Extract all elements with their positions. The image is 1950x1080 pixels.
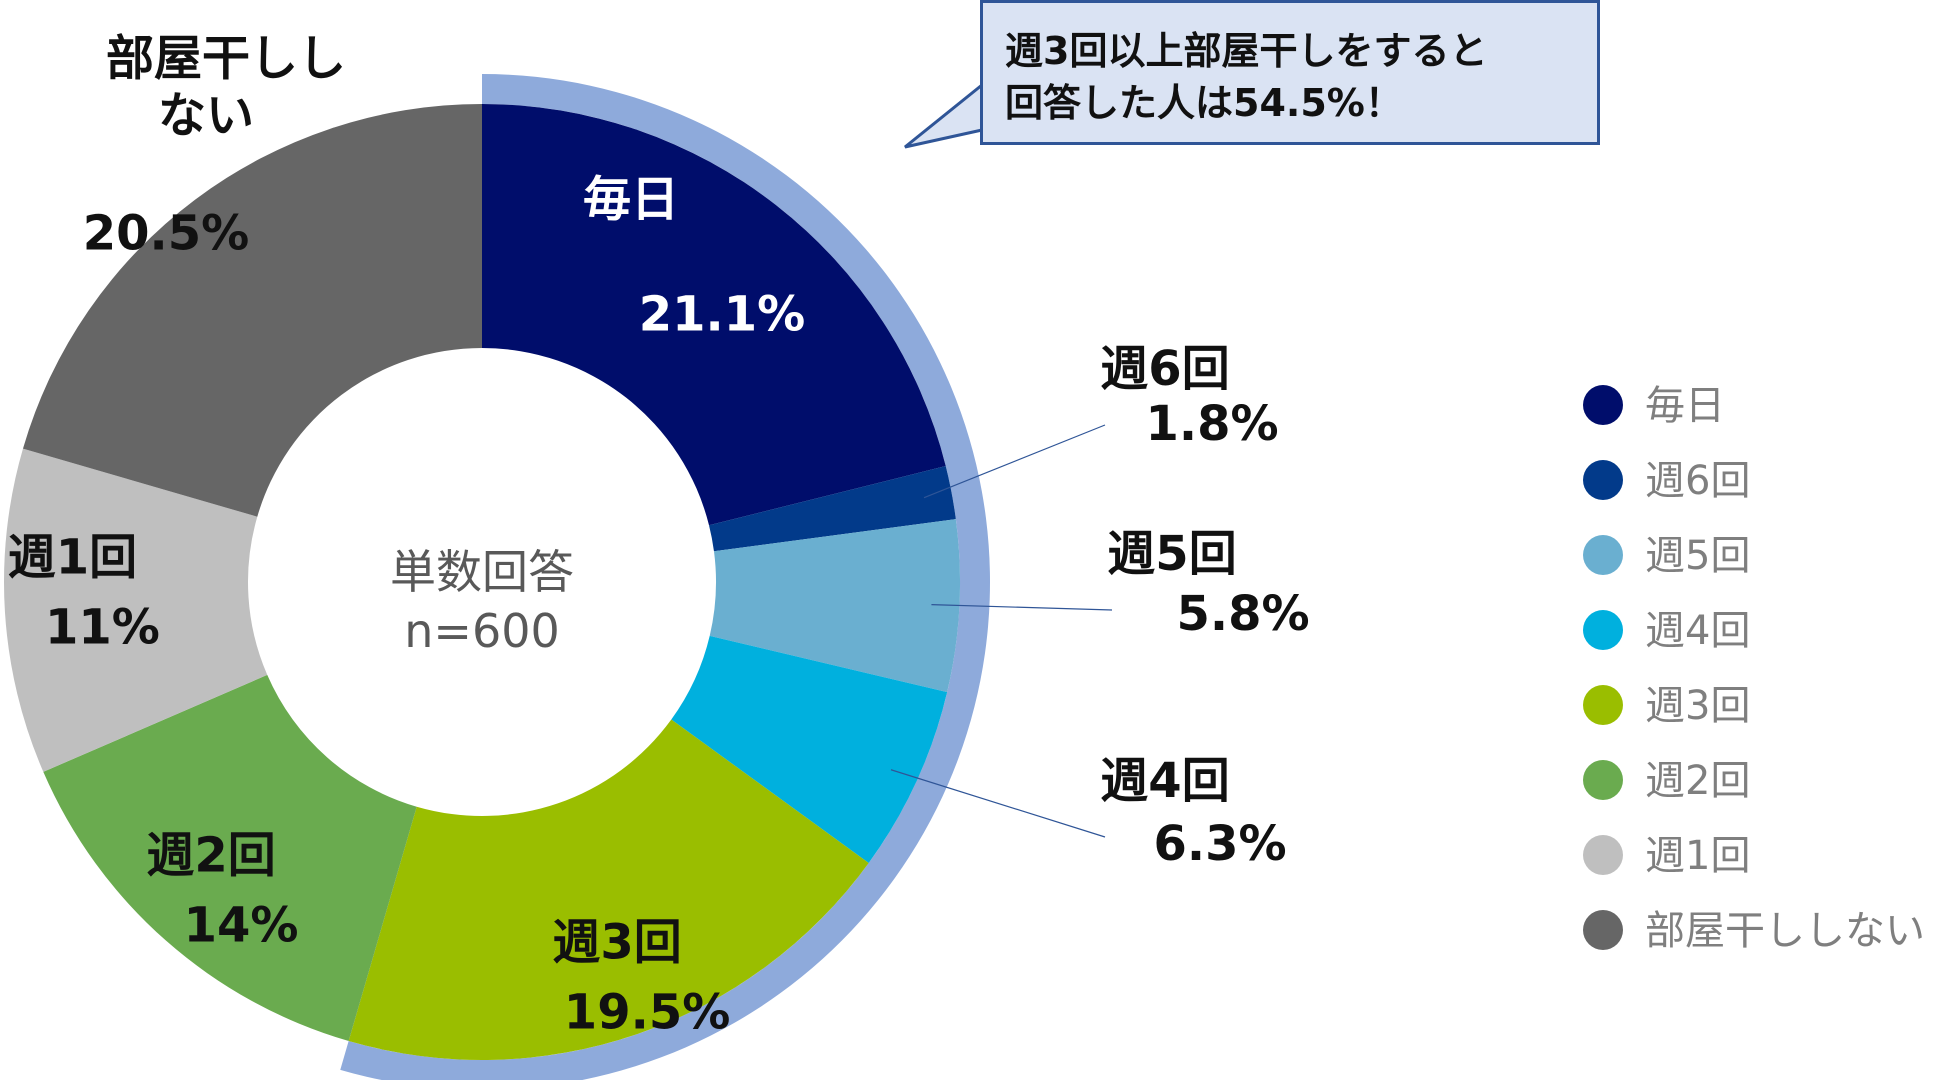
legend-label-週2回: 週2回 [1645,758,1750,804]
callout-box: 週3回以上部屋干しをすると 回答した人は54.5%！ [980,0,1600,145]
legend-marker-週3回 [1583,685,1623,725]
legend-label-週5回: 週5回 [1645,533,1750,579]
legend-marker-週4回 [1583,610,1623,650]
slice-value-label-部屋干ししない: 20.5% [83,205,250,261]
slices-layer [3,103,961,1061]
callout-line-1: 週3回以上部屋干しをすると [1005,29,1488,73]
center-label: 単数回答 n=600 [390,545,574,658]
slice-value-label-週2回: 14% [184,897,299,953]
slice-name-label-毎日: 毎日 [583,172,679,228]
legend-label-週6回: 週6回 [1645,458,1750,504]
leader-line-週6回 [923,424,1106,499]
slice-name-label-週5回: 週5回 [1107,526,1236,582]
slice-部屋干ししない [22,103,483,517]
slice-name-label-部屋干ししない-line-2: ない [158,87,254,143]
leader-line-週5回 [931,604,1113,611]
slice-name-label-週2回: 週2回 [146,827,275,883]
slice-週1回 [3,448,268,772]
slice-週4回 [671,635,948,863]
legend-label-毎日: 毎日 [1645,383,1725,429]
callout-line-2: 回答した人は54.5%！ [1005,81,1403,125]
leader-lines-layer [890,424,1113,838]
legend-marker-週5回 [1583,535,1623,575]
legend-label-週3回: 週3回 [1645,683,1750,729]
slice-毎日 [482,104,946,526]
slice-name-label-週3回: 週3回 [552,915,681,971]
callout-pointer [904,81,984,149]
slice-name-label-部屋干ししない-line-1: 部屋干しし [106,30,346,86]
slice-週3回 [348,719,869,1061]
slice-value-label-週3回: 19.5% [564,985,731,1041]
legend-marker-部屋干ししない [1583,910,1623,950]
legend-label-週4回: 週4回 [1645,608,1750,654]
slice-value-label-週4回: 6.3% [1153,816,1286,872]
slice-value-label-週6回: 1.8% [1145,396,1278,452]
slice-name-label-週4回: 週4回 [1100,753,1229,809]
legend-label-部屋干ししない: 部屋干ししない [1645,908,1925,954]
legend-marker-週6回 [1583,460,1623,500]
legend-marker-週2回 [1583,760,1623,800]
leader-line-週4回 [890,769,1106,838]
slice-value-label-毎日: 21.1% [639,287,806,343]
center-label-line-2: n=600 [404,604,560,658]
legend-marker-毎日 [1583,385,1623,425]
slice-週2回 [43,674,417,1042]
slice-週6回 [709,466,956,552]
slice-name-label-週6回: 週6回 [1100,341,1229,397]
slice-value-label-週5回: 5.8% [1176,586,1309,642]
slice-週5回 [709,519,961,693]
legend-label-週1回: 週1回 [1645,833,1750,879]
center-label-line-1: 単数回答 [390,545,574,599]
legend-marker-週1回 [1583,835,1623,875]
slice-value-label-週1回: 11% [45,599,160,655]
slice-name-label-週1回: 週1回 [8,529,137,585]
